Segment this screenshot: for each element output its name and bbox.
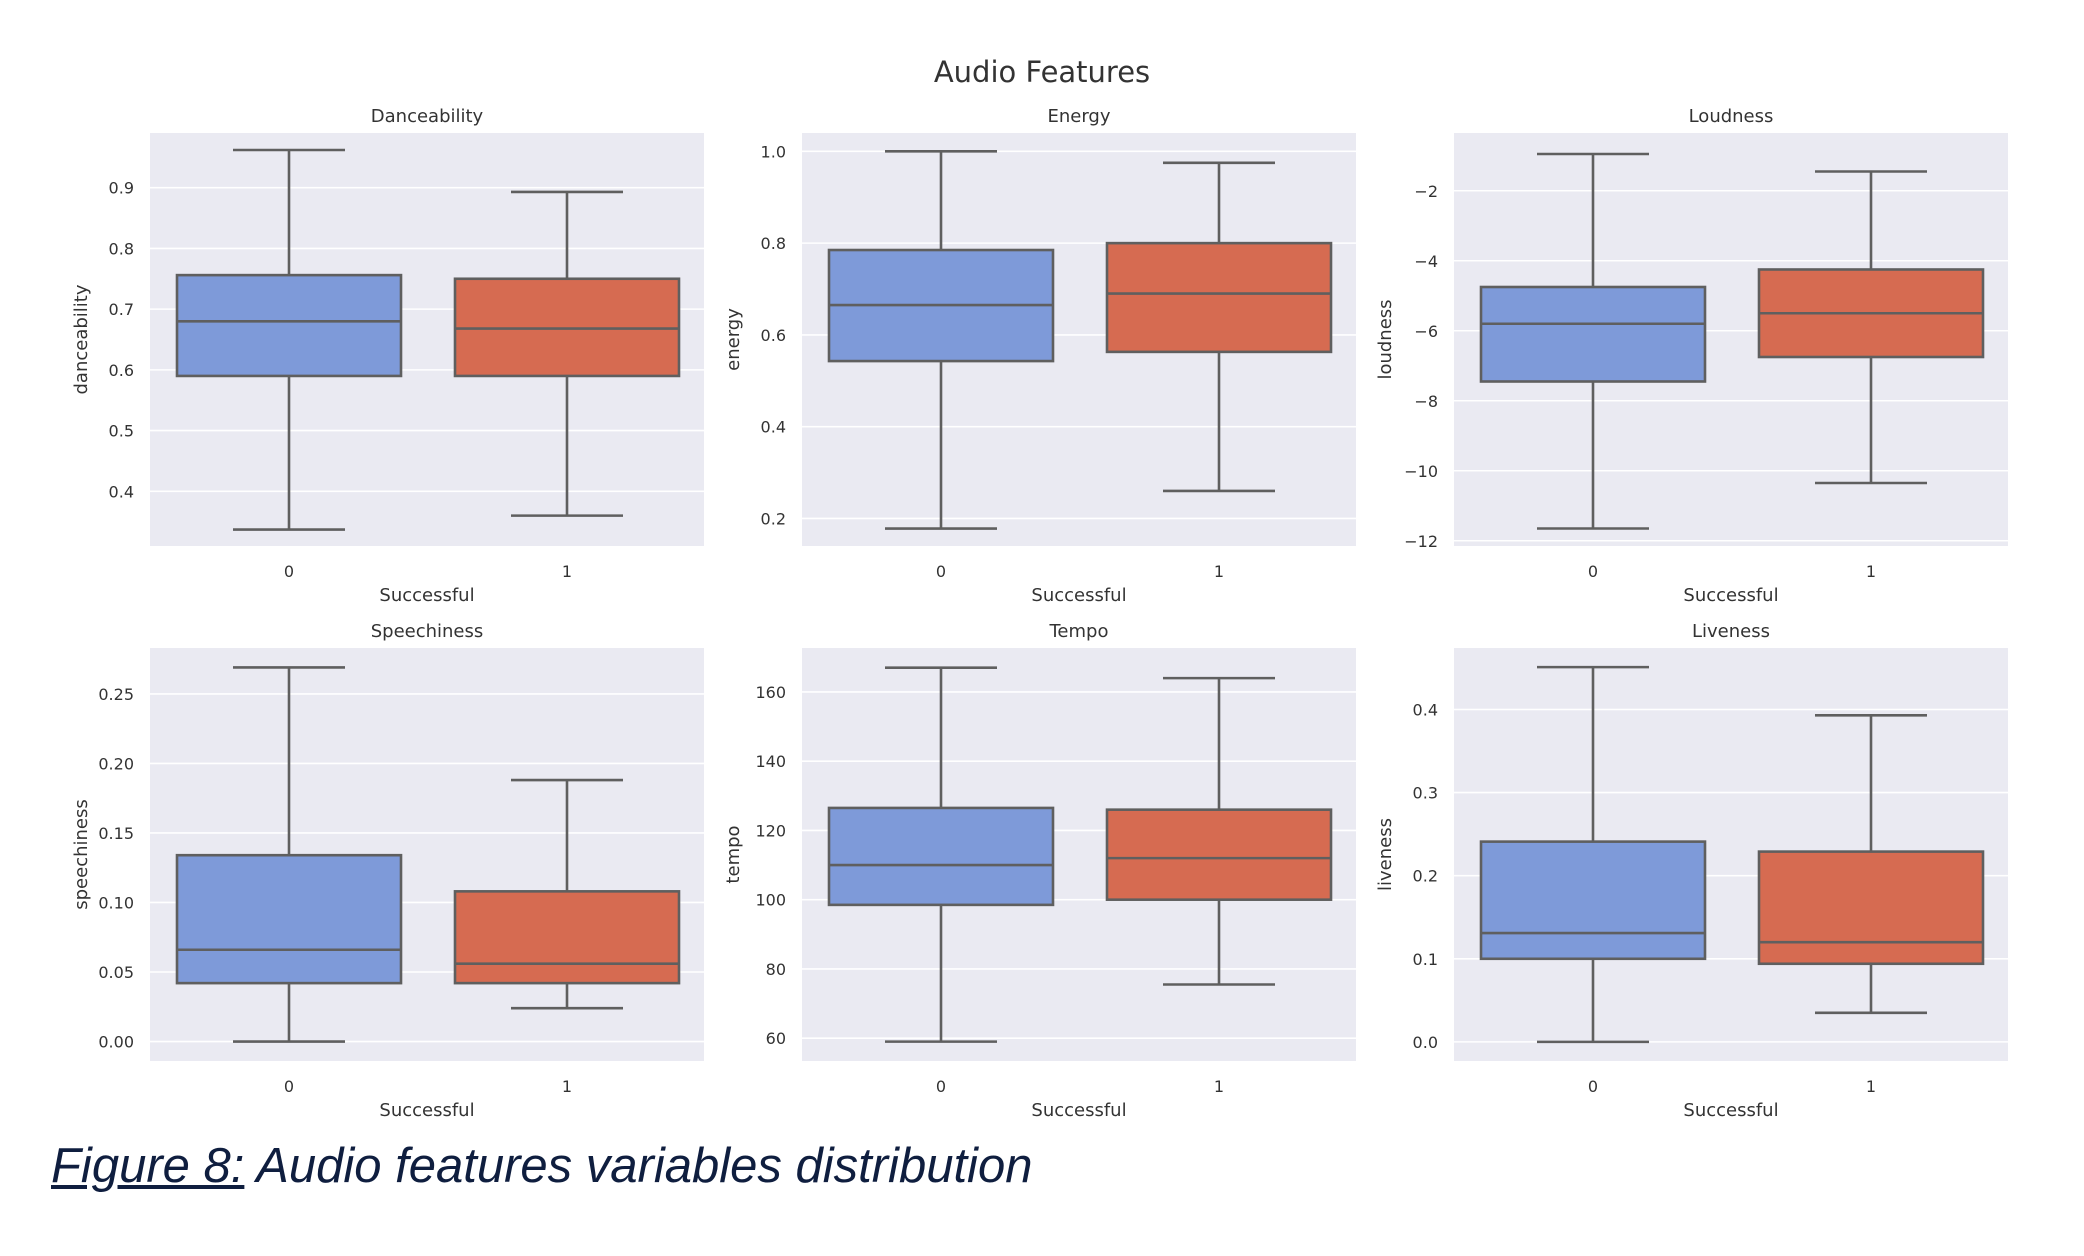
figure-caption: Figure 8: Audio features variables distr… xyxy=(51,1138,1032,1194)
box-loudness-1 xyxy=(1757,170,1985,485)
y-tick-label: 0.4 xyxy=(761,418,786,437)
y-axis-label: loudness xyxy=(1375,299,1396,379)
subplot-speechiness: 0.00 0.05 0.10 0.15 0.20 0.25 0 1 Speechiness Suc… xyxy=(71,621,704,1121)
x-tick-label: 0 xyxy=(936,562,946,581)
y-axis-label: speechiness xyxy=(71,799,92,910)
y-tick-label: 0.10 xyxy=(98,893,134,912)
y-tick-label: 0.5 xyxy=(109,422,134,441)
y-tick-label: 0.7 xyxy=(109,300,134,319)
y-tick-label: 0.8 xyxy=(761,234,786,253)
box-loudness-0 xyxy=(1479,152,1707,530)
iqr-box xyxy=(827,806,1055,907)
x-axis-label: Successful xyxy=(379,585,474,606)
y-tick-label: 0.2 xyxy=(1413,867,1438,886)
y-axis-label: tempo xyxy=(723,825,744,883)
y-tick-label: 0.0 xyxy=(1413,1033,1438,1052)
subplot-title: Tempo xyxy=(1049,621,1109,642)
y-tick-label: 1.0 xyxy=(761,142,786,161)
y-tick-label: 0.9 xyxy=(109,179,134,198)
y-tick-label: 0.25 xyxy=(98,685,134,704)
y-tick-label: 0.4 xyxy=(109,482,134,501)
y-tick-label: 0.6 xyxy=(109,361,134,380)
box-tempo-0 xyxy=(827,666,1055,1043)
box-liveness-1 xyxy=(1757,714,1985,1015)
x-tick-label: 1 xyxy=(1866,1077,1876,1096)
x-tick-label: 0 xyxy=(284,1077,294,1096)
box-energy-0 xyxy=(827,150,1055,530)
y-tick-label: 0.20 xyxy=(98,754,134,773)
subplot-grid: 0.4 0.5 0.6 0.7 0.8 0.9 0 1 Danceability Successf… xyxy=(71,106,2008,1121)
x-tick-label: 1 xyxy=(562,1077,572,1096)
y-tick-label: 140 xyxy=(755,752,786,771)
x-tick-label: 0 xyxy=(936,1077,946,1096)
iqr-box xyxy=(175,853,403,985)
x-tick-label: 1 xyxy=(562,562,572,581)
y-tick-label: −6 xyxy=(1414,322,1438,341)
y-tick-label: 0.15 xyxy=(98,824,134,843)
box-liveness-0 xyxy=(1479,665,1707,1044)
y-tick-label: −2 xyxy=(1414,182,1438,201)
y-axis-label: energy xyxy=(723,308,744,371)
x-axis-label: Successful xyxy=(1031,1100,1126,1121)
subplot-title: Energy xyxy=(1047,106,1110,127)
subplot-title: Speechiness xyxy=(371,621,484,642)
y-tick-label: 0.1 xyxy=(1413,950,1438,969)
subplot-title: Danceability xyxy=(371,106,484,127)
y-tick-label: 160 xyxy=(755,683,786,702)
subplot-danceability: 0.4 0.5 0.6 0.7 0.8 0.9 0 1 Danceability Successf… xyxy=(71,106,704,606)
box-tempo-1 xyxy=(1105,676,1333,986)
figure-title: Audio Features xyxy=(934,55,1150,89)
y-tick-label: 60 xyxy=(766,1029,786,1048)
x-tick-label: 1 xyxy=(1214,1077,1224,1096)
iqr-box xyxy=(1105,808,1333,901)
y-tick-label: 0.00 xyxy=(98,1033,134,1052)
iqr-box xyxy=(1105,241,1333,354)
y-tick-label: −8 xyxy=(1414,392,1438,411)
box-danceability-0 xyxy=(175,148,403,531)
y-tick-label: 80 xyxy=(766,960,786,979)
x-axis-label: Successful xyxy=(1031,585,1126,606)
x-tick-label: 1 xyxy=(1866,562,1876,581)
x-axis-label: Successful xyxy=(1683,585,1778,606)
x-axis-label: Successful xyxy=(1683,1100,1778,1121)
subplot-energy: 0.2 0.4 0.6 0.8 1.0 0 1 Energy Successful energy xyxy=(723,106,1356,606)
y-tick-label: 0.4 xyxy=(1413,700,1438,719)
box-speechiness-1 xyxy=(453,778,681,1010)
caption-text: Audio features variables distribution xyxy=(256,1139,1033,1193)
subplot-liveness: 0.0 0.1 0.2 0.3 0.4 0 1 Liveness Successful liven… xyxy=(1375,621,2008,1121)
y-tick-label: −12 xyxy=(1404,532,1438,551)
y-tick-label: 0.6 xyxy=(761,326,786,345)
iqr-box xyxy=(1479,285,1707,383)
box-speechiness-0 xyxy=(175,666,403,1043)
subplot-tempo: 60 80 100 120 140 160 0 1 Tempo Successful tempo xyxy=(723,621,1356,1121)
box-energy-1 xyxy=(1105,161,1333,493)
subplot-title: Loudness xyxy=(1689,106,1774,127)
y-tick-label: 0.3 xyxy=(1413,784,1438,803)
y-tick-label: −4 xyxy=(1414,252,1438,271)
y-tick-label: 0.8 xyxy=(109,239,134,258)
y-tick-label: −10 xyxy=(1404,462,1438,481)
x-tick-label: 1 xyxy=(1214,562,1224,581)
y-axis-label: danceability xyxy=(71,284,92,394)
caption-label: Figure 8: xyxy=(51,1139,245,1193)
y-tick-label: 100 xyxy=(755,891,786,910)
x-axis-label: Successful xyxy=(379,1100,474,1121)
subplot-loudness: −12 −10 −8 −6 −4 −2 0 1 Loudness Successful loudne… xyxy=(1375,106,2008,606)
subplot-title: Liveness xyxy=(1692,621,1770,642)
iqr-box xyxy=(1757,850,1985,966)
y-tick-label: 120 xyxy=(755,821,786,840)
box-danceability-1 xyxy=(453,190,681,517)
x-tick-label: 0 xyxy=(1588,1077,1598,1096)
x-tick-label: 0 xyxy=(284,562,294,581)
y-tick-label: 0.2 xyxy=(761,509,786,528)
y-axis-label: liveness xyxy=(1375,818,1396,891)
x-tick-label: 0 xyxy=(1588,562,1598,581)
iqr-box xyxy=(453,890,681,985)
y-tick-label: 0.05 xyxy=(98,963,134,982)
iqr-box xyxy=(1479,840,1707,961)
iqr-box xyxy=(175,273,403,378)
